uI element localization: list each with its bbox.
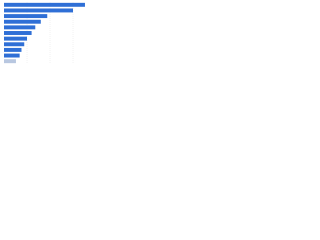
bar	[4, 53, 20, 58]
bar	[4, 31, 32, 35]
bar	[4, 42, 25, 47]
bar	[4, 47, 22, 52]
bar	[4, 36, 27, 41]
bar	[4, 25, 36, 30]
bar	[4, 2, 85, 7]
bar	[4, 19, 41, 24]
bar	[4, 59, 16, 64]
chart	[4, 2, 85, 64]
bar	[4, 14, 48, 19]
bar	[4, 8, 73, 13]
